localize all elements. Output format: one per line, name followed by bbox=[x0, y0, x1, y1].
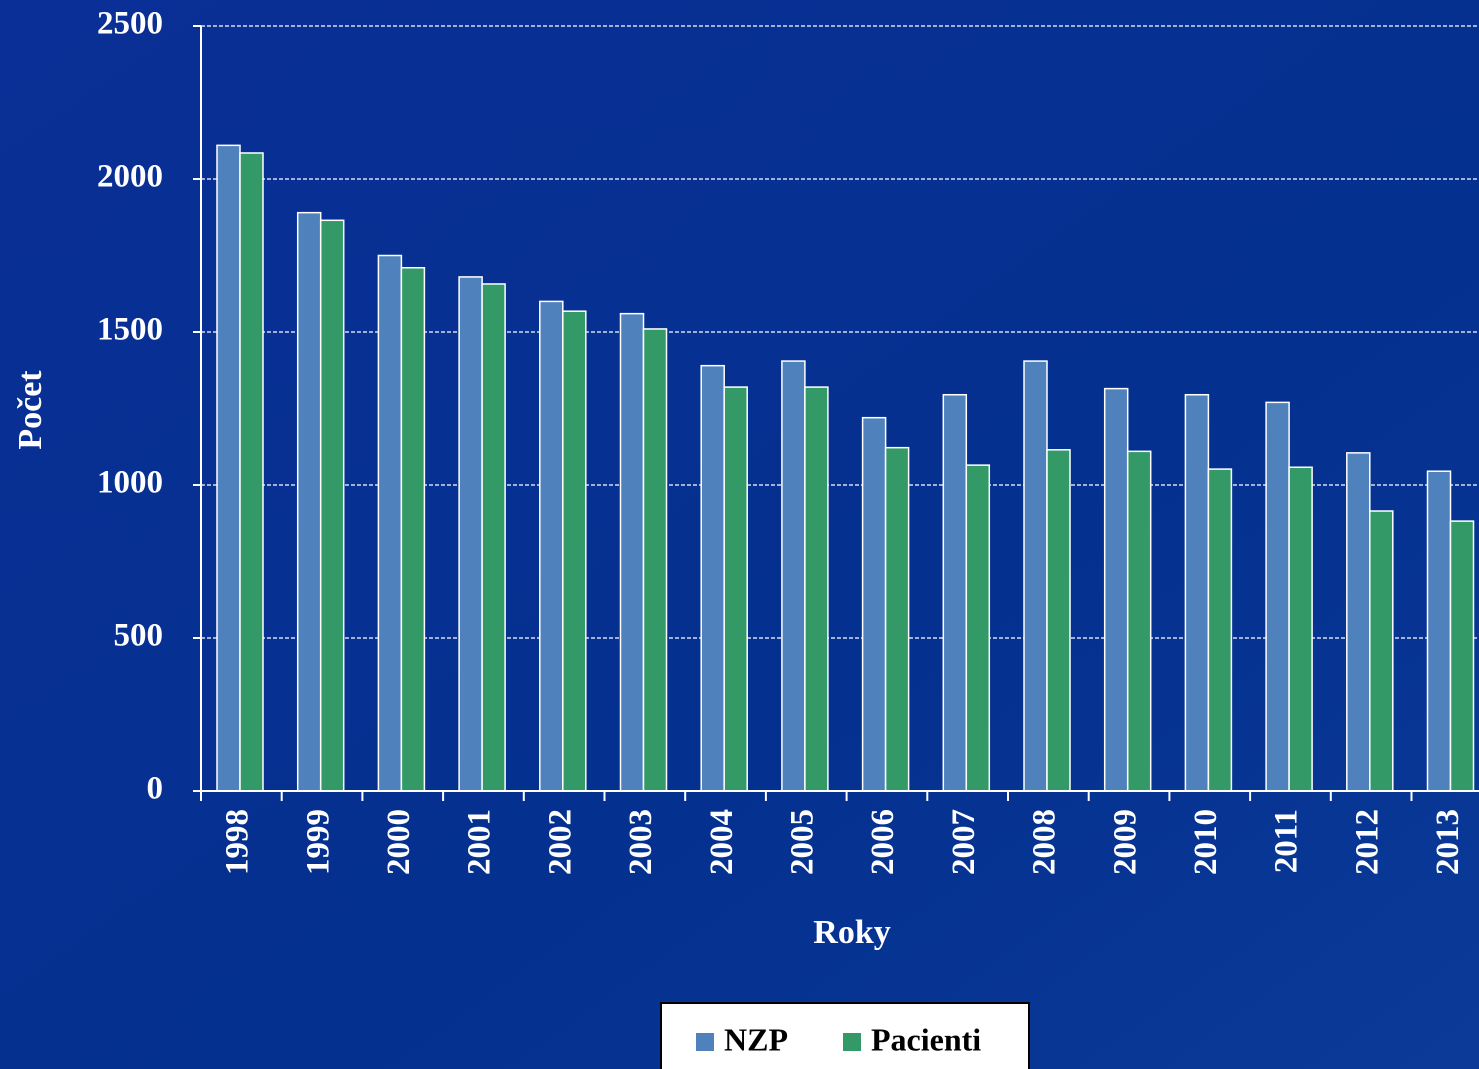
legend-swatch bbox=[843, 1033, 861, 1051]
x-tick-label: 2013 bbox=[1430, 809, 1466, 875]
x-tick-label: 2004 bbox=[704, 809, 740, 875]
x-tick-label: 2006 bbox=[865, 809, 901, 875]
x-tick-label: 2003 bbox=[623, 809, 659, 875]
x-tick-label: 2009 bbox=[1107, 809, 1143, 875]
bar bbox=[1346, 452, 1371, 792]
bar bbox=[539, 300, 564, 792]
bar bbox=[619, 312, 645, 792]
y-tick-label: 1500 bbox=[97, 312, 163, 348]
bar bbox=[377, 254, 403, 792]
bar bbox=[239, 152, 264, 792]
bar bbox=[642, 328, 668, 792]
x-tick-label: 2001 bbox=[462, 809, 498, 875]
bar bbox=[1265, 401, 1290, 792]
bar bbox=[319, 219, 345, 792]
x-tick-label: 2007 bbox=[946, 809, 982, 875]
bar bbox=[1103, 387, 1129, 792]
y-tick-label: 0 bbox=[147, 771, 164, 807]
bar bbox=[400, 266, 426, 792]
bar bbox=[884, 446, 910, 792]
legend-swatch bbox=[696, 1033, 714, 1051]
y-tick-label: 2000 bbox=[97, 159, 163, 195]
bar bbox=[942, 393, 968, 792]
y-tick-label: 500 bbox=[114, 618, 164, 654]
bar bbox=[1288, 466, 1313, 792]
x-tick-label: 2011 bbox=[1269, 809, 1305, 873]
bar bbox=[1023, 360, 1048, 792]
bar bbox=[216, 144, 241, 792]
bar bbox=[458, 276, 483, 792]
x-tick-label: 2005 bbox=[784, 809, 820, 875]
y-tick-label: 2500 bbox=[97, 6, 163, 42]
legend: NZP Pacienti bbox=[660, 1002, 1030, 1069]
bar bbox=[296, 211, 322, 792]
bar bbox=[1369, 510, 1394, 792]
y-tick-label: 1000 bbox=[97, 465, 163, 501]
bar bbox=[562, 310, 587, 792]
x-tick-label: 2000 bbox=[381, 809, 417, 875]
x-tick-label: 2008 bbox=[1027, 809, 1063, 875]
bar bbox=[861, 416, 887, 792]
bar bbox=[804, 386, 829, 792]
y-axis-title: Počet bbox=[12, 370, 49, 450]
bar bbox=[481, 283, 506, 792]
x-tick-label: 1999 bbox=[300, 809, 336, 875]
bar bbox=[965, 464, 991, 792]
bar bbox=[1426, 470, 1452, 792]
bar bbox=[723, 386, 748, 792]
x-axis-title: Roky bbox=[813, 914, 890, 951]
bar bbox=[1449, 520, 1475, 792]
legend-label: NZP bbox=[724, 1021, 788, 1057]
bar bbox=[700, 364, 725, 792]
bar bbox=[1184, 393, 1210, 792]
legend-label: Pacienti bbox=[871, 1021, 981, 1057]
x-tick-label: 2012 bbox=[1349, 809, 1385, 875]
bar bbox=[1046, 449, 1071, 792]
x-tick-label: 2002 bbox=[542, 809, 578, 875]
x-tick-label: 1998 bbox=[220, 809, 256, 875]
bar bbox=[1126, 450, 1152, 792]
bar bbox=[1207, 468, 1233, 792]
x-tick-label: 2010 bbox=[1188, 809, 1224, 875]
bar bbox=[781, 360, 806, 792]
